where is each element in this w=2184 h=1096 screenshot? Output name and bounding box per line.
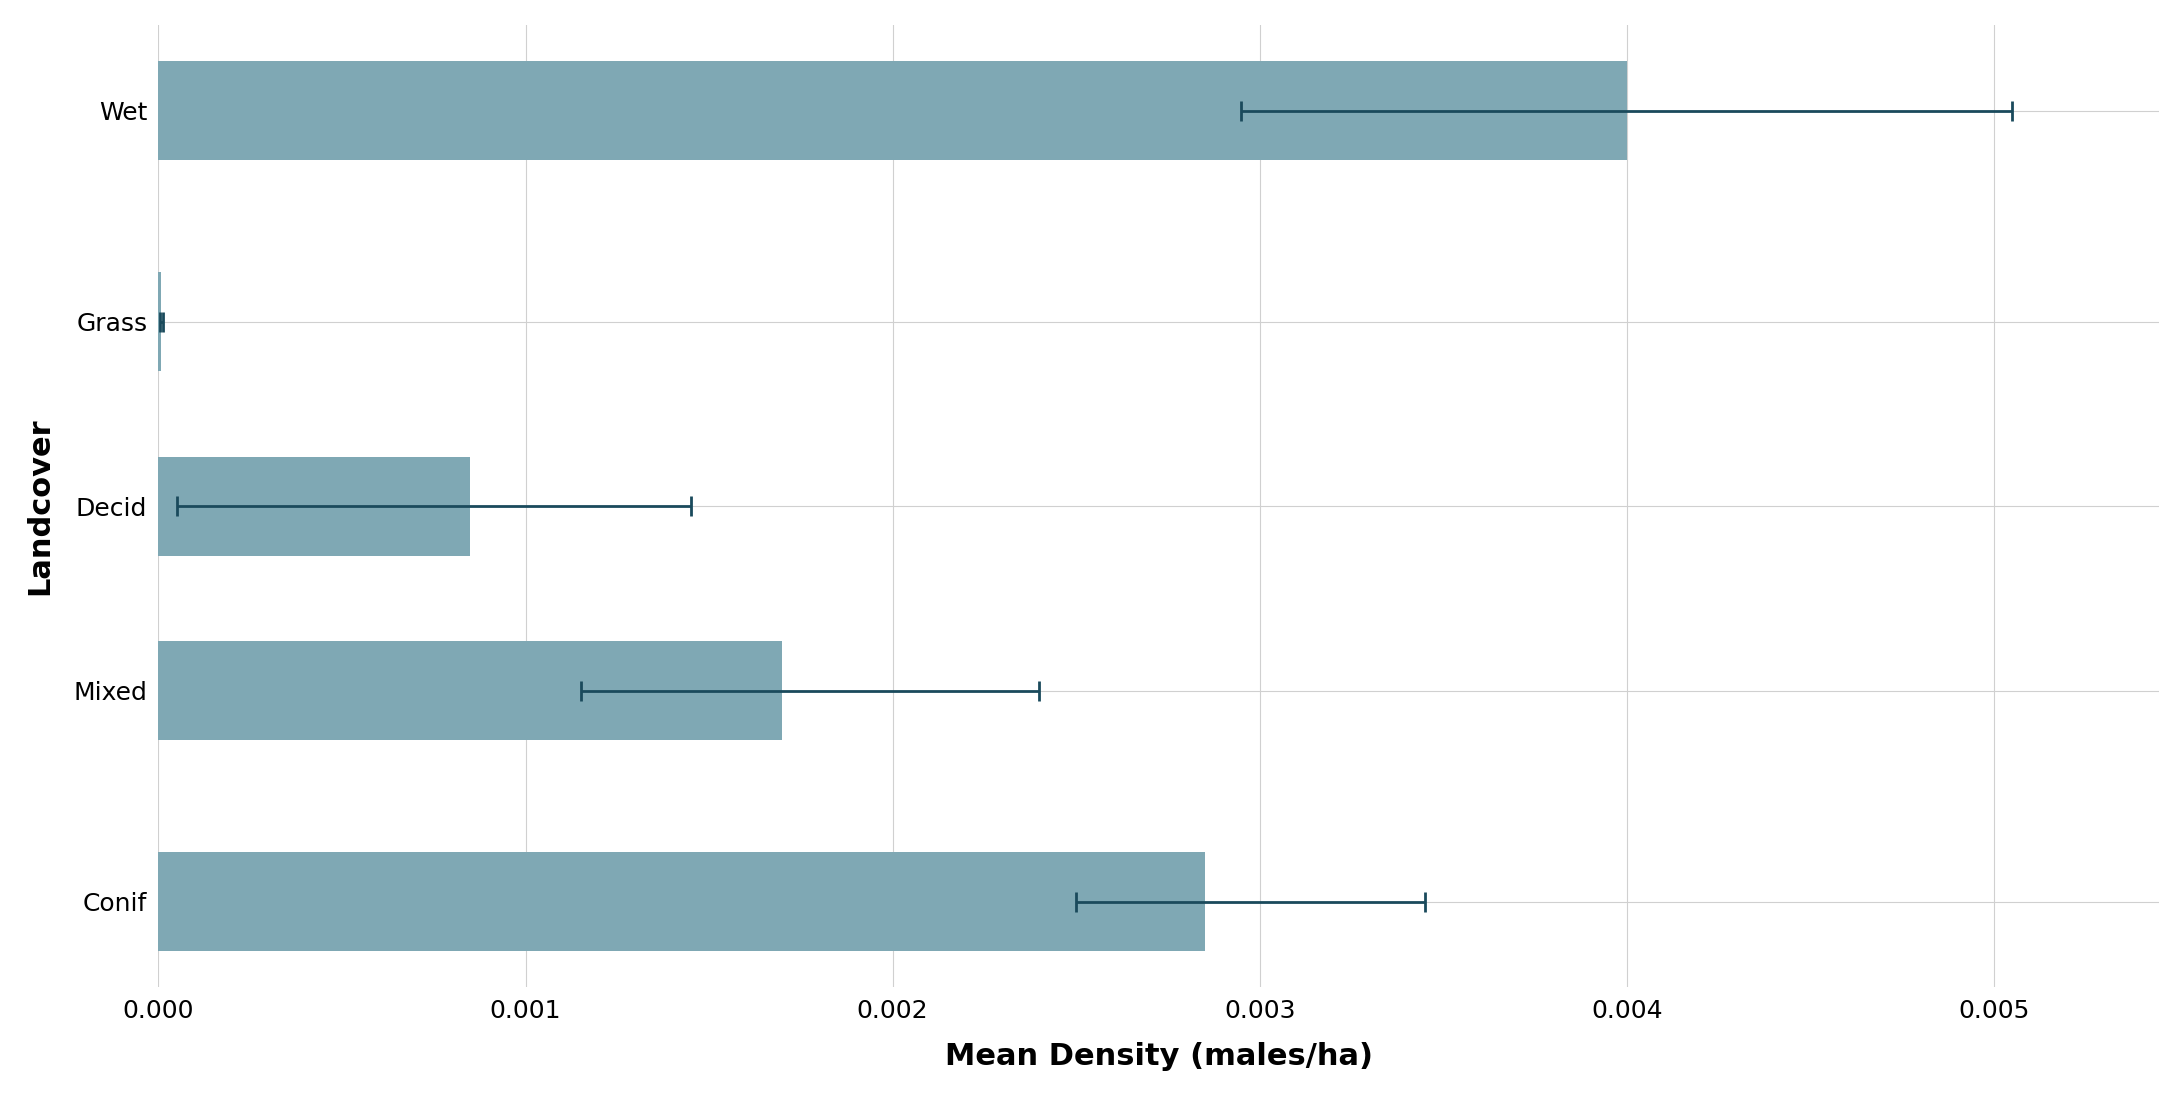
Bar bbox=[159, 457, 470, 556]
Bar bbox=[159, 853, 1206, 951]
Bar bbox=[159, 61, 1627, 160]
Bar bbox=[159, 272, 162, 372]
X-axis label: Mean Density (males/ha): Mean Density (males/ha) bbox=[946, 1042, 1374, 1071]
Y-axis label: Landcover: Landcover bbox=[24, 418, 55, 595]
Bar bbox=[159, 641, 782, 740]
